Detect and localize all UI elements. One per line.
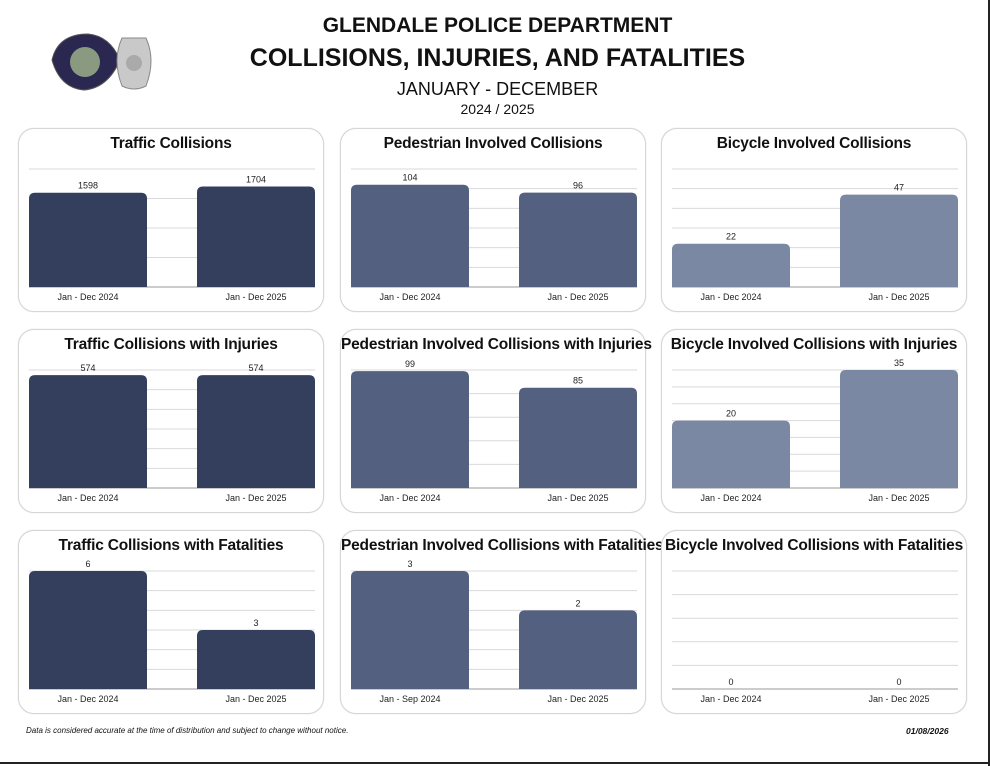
data-label: 1704 bbox=[246, 174, 266, 184]
x-tick-label: Jan - Dec 2024 bbox=[700, 292, 761, 302]
chart-pedestrian-collisions: Pedestrian Involved Collisions 104 Jan - D… bbox=[340, 128, 646, 312]
chart-bicycle-collisions: Bicycle Involved Collisions 22 Jan - Dec 2… bbox=[661, 128, 967, 312]
data-label: 20 bbox=[726, 409, 736, 419]
chart-title: Pedestrian Involved Collisions bbox=[383, 135, 603, 152]
x-tick-label: Jan - Dec 2024 bbox=[700, 493, 761, 503]
bar bbox=[197, 186, 315, 287]
chart-title: Traffic Collisions with Fatalities bbox=[58, 537, 284, 554]
report-date: 01/08/2026 bbox=[906, 726, 949, 736]
bar bbox=[351, 184, 469, 287]
data-label: 2 bbox=[575, 598, 580, 608]
police-badge-logo bbox=[51, 33, 152, 91]
bar bbox=[29, 192, 147, 287]
data-label: 22 bbox=[726, 232, 736, 242]
data-label: 85 bbox=[573, 376, 583, 386]
data-label: 574 bbox=[80, 363, 95, 373]
x-tick-label: Jan - Dec 2025 bbox=[225, 694, 286, 704]
chart-pedestrian-injuries: Pedestrian Involved Collisions with Inju… bbox=[340, 329, 652, 513]
x-tick-label: Jan - Dec 2025 bbox=[547, 292, 608, 302]
x-tick-label: Jan - Dec 2025 bbox=[868, 292, 929, 302]
bar bbox=[672, 420, 790, 488]
x-tick-label: Jan - Dec 2024 bbox=[379, 292, 440, 302]
data-label: 0 bbox=[728, 677, 733, 687]
bar-chart: 22 Jan - Dec 2024 47 Jan - Dec 2025 bbox=[672, 168, 958, 302]
department-name: GLENDALE POLICE DEPARTMENT bbox=[322, 14, 673, 37]
x-tick-label: Jan - Dec 2025 bbox=[868, 694, 929, 704]
bar bbox=[672, 243, 790, 287]
bar bbox=[519, 387, 637, 488]
bar-chart: 20 Jan - Dec 2024 35 Jan - Dec 2025 bbox=[672, 358, 958, 503]
chart-title: Traffic Collisions with Injuries bbox=[64, 336, 278, 353]
data-label: 6 bbox=[85, 559, 90, 569]
bar bbox=[840, 194, 958, 287]
chart-title: Bicycle Involved Collisions with Injurie… bbox=[670, 336, 958, 353]
x-tick-label: Jan - Dec 2024 bbox=[700, 694, 761, 704]
bar-chart: 104 Jan - Dec 2024 96 Jan - Dec 2025 bbox=[351, 168, 637, 302]
data-label: 1598 bbox=[78, 181, 98, 191]
bar bbox=[840, 370, 958, 488]
bar bbox=[519, 610, 637, 689]
data-label: 96 bbox=[573, 181, 583, 191]
bar bbox=[29, 375, 147, 488]
chart-title: Traffic Collisions bbox=[110, 135, 232, 152]
data-label: 574 bbox=[248, 363, 263, 373]
data-label: 99 bbox=[405, 359, 415, 369]
chart-bicycle-injuries: Bicycle Involved Collisions with Injurie… bbox=[661, 329, 967, 513]
chart-title: Bicycle Involved Collisions with Fatalit… bbox=[664, 537, 964, 554]
bar bbox=[29, 571, 147, 689]
chart-title: Bicycle Involved Collisions bbox=[716, 135, 912, 152]
chart-title: Pedestrian Involved Collisions with Fata… bbox=[341, 537, 664, 554]
report-years: 2024 / 2025 bbox=[460, 101, 535, 117]
x-tick-label: Jan - Sep 2024 bbox=[379, 694, 440, 704]
data-label: 104 bbox=[402, 173, 417, 183]
data-label: 0 bbox=[896, 677, 901, 687]
chart-traffic-injuries: Traffic Collisions with Injuries 574 Jan -… bbox=[18, 329, 324, 513]
x-tick-label: Jan - Dec 2025 bbox=[547, 493, 608, 503]
x-tick-label: Jan - Dec 2024 bbox=[57, 292, 118, 302]
x-tick-label: Jan - Dec 2025 bbox=[225, 292, 286, 302]
bar-chart: 99 Jan - Dec 2024 85 Jan - Dec 2025 bbox=[351, 359, 637, 503]
bar-chart: 574 Jan - Dec 2024 574 Jan - Dec 2025 bbox=[29, 363, 315, 503]
bar bbox=[519, 192, 637, 287]
bar-chart: 3 Jan - Sep 2024 2 Jan - Dec 2025 bbox=[351, 559, 637, 704]
bar bbox=[351, 571, 469, 689]
x-tick-label: Jan - Dec 2024 bbox=[379, 493, 440, 503]
report-title: COLLISIONS, INJURIES, AND FATALITIES bbox=[249, 44, 746, 72]
chart-pedestrian-fatalities: Pedestrian Involved Collisions with Fata… bbox=[340, 530, 664, 714]
chart-title: Pedestrian Involved Collisions with Inju… bbox=[341, 336, 652, 353]
x-tick-label: Jan - Dec 2025 bbox=[868, 493, 929, 503]
x-tick-label: Jan - Dec 2024 bbox=[57, 694, 118, 704]
data-label: 47 bbox=[894, 183, 904, 193]
chart-traffic-fatalities: Traffic Collisions with Fatalities 6 Jan -… bbox=[18, 530, 324, 714]
x-tick-label: Jan - Dec 2024 bbox=[57, 493, 118, 503]
data-label: 3 bbox=[253, 618, 258, 628]
data-label: 35 bbox=[894, 358, 904, 368]
data-label: 3 bbox=[407, 559, 412, 569]
report-period: JANUARY - DECEMBER bbox=[396, 79, 599, 99]
bar-chart: 1598 Jan - Dec 2024 1704 Jan - Dec 2025 bbox=[29, 168, 315, 302]
chart-traffic-collisions: Traffic Collisions 1598 Jan - Dec 2024 1704… bbox=[18, 128, 324, 312]
page-border bbox=[0, 762, 990, 764]
disclaimer: Data is considered accurate at the time … bbox=[26, 726, 349, 735]
bar bbox=[351, 371, 469, 488]
bar bbox=[197, 375, 315, 488]
x-tick-label: Jan - Dec 2025 bbox=[547, 694, 608, 704]
bar-chart: 6 Jan - Dec 2024 3 Jan - Dec 2025 bbox=[29, 559, 315, 704]
bar-chart: 0 Jan - Dec 2024 0 Jan - Dec 2025 bbox=[672, 570, 958, 704]
bar bbox=[197, 630, 315, 689]
chart-bicycle-fatalities: Bicycle Involved Collisions with Fatalit… bbox=[661, 530, 967, 714]
x-tick-label: Jan - Dec 2025 bbox=[225, 493, 286, 503]
